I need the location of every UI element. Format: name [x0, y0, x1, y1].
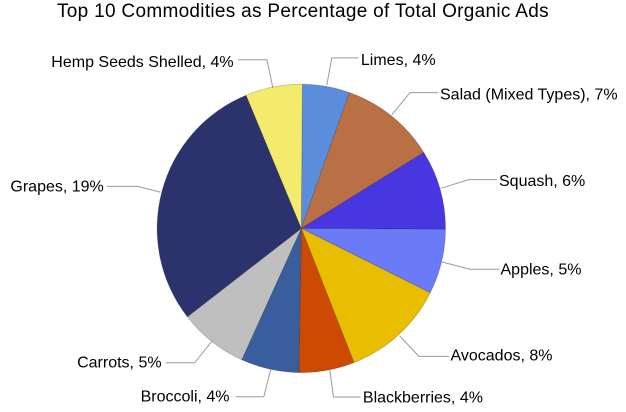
- svg-text:Avocados, 8%: Avocados, 8%: [451, 348, 553, 365]
- svg-text:Hemp Seeds Shelled, 4%: Hemp Seeds Shelled, 4%: [51, 54, 233, 71]
- svg-text:Apples, 5%: Apples, 5%: [501, 262, 582, 279]
- svg-text:Squash, 6%: Squash, 6%: [499, 173, 585, 190]
- svg-text:Top 10 Commodities as Percenta: Top 10 Commodities as Percentage of Tota…: [57, 1, 549, 22]
- svg-text:Carrots, 5%: Carrots, 5%: [77, 355, 161, 372]
- svg-text:Salad (Mixed Types), 7%: Salad (Mixed Types), 7%: [440, 86, 618, 103]
- svg-text:Broccoli, 4%: Broccoli, 4%: [141, 389, 230, 406]
- svg-text:Grapes, 19%: Grapes, 19%: [10, 178, 103, 195]
- svg-text:Blackberries, 4%: Blackberries, 4%: [363, 389, 483, 406]
- svg-text:Limes, 4%: Limes, 4%: [361, 52, 436, 69]
